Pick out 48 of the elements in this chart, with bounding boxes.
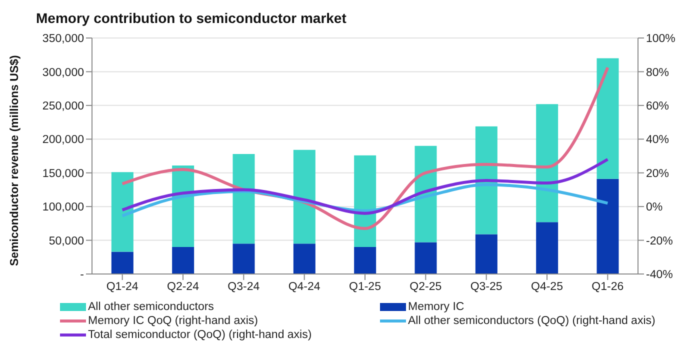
bar [414, 242, 437, 274]
y-tick-label: 150,000 [42, 168, 84, 180]
y-tick-label: 250,000 [42, 100, 84, 113]
x-tick-label: Q2-24 [167, 281, 200, 294]
legend-label: Total semiconductor (QoQ) (right-hand axis) [88, 328, 312, 342]
bar [536, 104, 558, 222]
y2-tick-label: 100% [646, 33, 676, 46]
legend-label: Memory IC [408, 300, 464, 314]
y2-tick-label: 60% [646, 100, 670, 113]
x-tick-label: Q1-24 [106, 281, 139, 294]
bar [293, 244, 316, 274]
x-tick-label: Q4-24 [288, 281, 321, 294]
bar [596, 178, 619, 274]
bar [475, 234, 498, 274]
y2-tick-label: 80% [646, 66, 670, 79]
y-tick-label: 100,000 [42, 202, 84, 214]
x-tick-label: Q3-25 [470, 281, 502, 294]
bar [354, 247, 376, 274]
legend-label: All other semiconductors (QoQ) (right-hand axis) [408, 314, 656, 328]
y-tick-label: 50,000 [48, 235, 84, 248]
y2-tick-label: 40% [646, 134, 670, 146]
legend-label: All other semiconductors [88, 300, 214, 314]
y-axis-title: Semiconductor revenue (millions US$) [9, 54, 22, 266]
y2-tick-label: 20% [646, 168, 670, 180]
bar [293, 150, 316, 244]
line-series [120, 158, 610, 215]
x-tick-label: Q1-26 [592, 281, 624, 294]
y-tick-label: 200,000 [42, 134, 84, 146]
y-tick-label: 350,000 [42, 33, 84, 46]
bar [232, 244, 255, 274]
x-tick-label: Q2-25 [410, 281, 442, 294]
x-tick-label: Q1-25 [349, 281, 381, 294]
legend-label: Memory IC QoQ (right-hand axis) [88, 314, 258, 328]
chart-title: Memory contribution to semiconductor market [35, 9, 348, 28]
bar [536, 222, 558, 274]
x-tick-label: Q3-24 [228, 281, 260, 294]
y2-tick-label: 0% [646, 202, 663, 214]
bar [172, 247, 194, 274]
bar [232, 154, 255, 244]
bar [596, 58, 619, 179]
bar [111, 172, 134, 252]
y2-tick-label: -40% [646, 269, 673, 282]
y-tick-label: 300,000 [42, 66, 84, 79]
x-tick-label: Q4-25 [531, 281, 563, 294]
y2-tick-label: -20% [646, 235, 673, 248]
bar [111, 252, 134, 274]
bar [475, 126, 498, 234]
y-tick-label: - [80, 269, 84, 282]
